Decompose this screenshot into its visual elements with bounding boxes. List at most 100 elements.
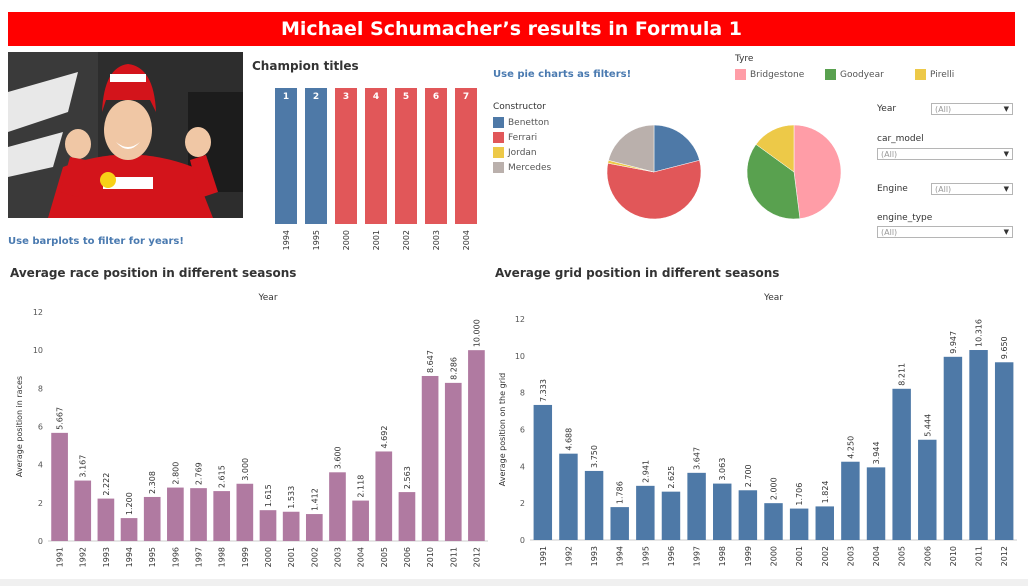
filter-engine-value: (All) bbox=[935, 184, 952, 194]
season-bar[interactable] bbox=[969, 350, 988, 540]
filter-engine-label: Engine bbox=[877, 184, 908, 194]
x-tick-label: 1997 bbox=[195, 547, 204, 567]
champion-bar[interactable] bbox=[425, 88, 447, 224]
legend-swatch bbox=[493, 147, 504, 158]
season-bar[interactable] bbox=[352, 500, 369, 541]
season-bar[interactable] bbox=[661, 491, 681, 540]
legend-item-jordan[interactable]: Jordan bbox=[493, 145, 551, 160]
season-bar[interactable] bbox=[559, 453, 578, 540]
season-bar[interactable] bbox=[687, 472, 706, 540]
season-bar[interactable] bbox=[738, 490, 758, 540]
legend-item-pirelli[interactable]: Pirelli bbox=[915, 67, 954, 82]
race-position-chart[interactable]: Year 0 2 4 6 8 10 12 Average position in races 5.… bbox=[0, 285, 495, 579]
season-bar[interactable] bbox=[329, 472, 346, 541]
season-bar[interactable] bbox=[584, 470, 604, 540]
champion-bar-label: 1 bbox=[283, 92, 289, 102]
bar-value-label: 3.167 bbox=[79, 455, 88, 478]
pie-slice-bridgestone[interactable] bbox=[793, 124, 842, 219]
legend-item-mercedes[interactable]: Mercedes bbox=[493, 160, 551, 175]
legend-swatch bbox=[493, 132, 504, 143]
bar-value-label: 2.563 bbox=[403, 466, 412, 489]
season-bar[interactable] bbox=[892, 388, 911, 540]
champion-bar-label: 3 bbox=[343, 92, 349, 102]
champion-bar[interactable] bbox=[275, 88, 297, 224]
legend-item-benetton[interactable]: Benetton bbox=[493, 115, 551, 130]
x-tick-label: 1997 bbox=[693, 546, 702, 566]
driver-photo bbox=[8, 52, 243, 218]
season-bar[interactable] bbox=[213, 491, 231, 541]
season-bar[interactable] bbox=[918, 439, 937, 540]
x-tick-label: 2003 bbox=[846, 546, 855, 566]
season-bar[interactable] bbox=[74, 480, 92, 541]
season-bar[interactable] bbox=[51, 432, 68, 541]
legend-label: Mercedes bbox=[508, 162, 552, 173]
season-bar[interactable] bbox=[610, 507, 629, 540]
champion-bar[interactable] bbox=[365, 88, 387, 224]
season-bar[interactable] bbox=[866, 467, 886, 540]
chevron-down-icon: ▼ bbox=[1003, 150, 1009, 158]
season-bar[interactable] bbox=[943, 356, 963, 540]
y-tick-label: 2 bbox=[520, 499, 525, 508]
champion-bar-label: 5 bbox=[403, 92, 409, 102]
x-tick-label: 2010 bbox=[426, 547, 435, 567]
filter-engine-type-dropdown[interactable]: (All) ▼ bbox=[877, 226, 1013, 238]
season-bar[interactable] bbox=[764, 503, 783, 540]
bar-value-label: 7.333 bbox=[539, 379, 548, 402]
legend-item-ferrari[interactable]: Ferrari bbox=[493, 130, 551, 145]
champion-titles-chart[interactable]: 1 1994 2 1995 3 2000 4 2001 5 2002 6 2003 7 2004 bbox=[268, 80, 483, 258]
filter-car-model-dropdown[interactable]: (All) ▼ bbox=[877, 148, 1013, 160]
y-tick-label: 6 bbox=[520, 426, 525, 435]
legend-item-goodyear[interactable]: Goodyear bbox=[825, 67, 884, 82]
y-axis-label: Average position on the grid bbox=[498, 373, 507, 486]
x-tick-label: 2005 bbox=[380, 547, 389, 567]
season-bar[interactable] bbox=[994, 362, 1014, 540]
season-bar[interactable] bbox=[841, 461, 860, 540]
pie-slice-mercedes[interactable] bbox=[608, 124, 655, 173]
y-tick-label: 0 bbox=[38, 537, 43, 546]
season-bar[interactable] bbox=[236, 483, 254, 541]
y-tick-label: 6 bbox=[38, 423, 43, 432]
constructor-pie-chart[interactable] bbox=[604, 122, 704, 222]
grid-position-chart[interactable]: Year 0 2 4 6 8 10 12 Average position on the gri… bbox=[495, 285, 1025, 579]
bar-value-label: 2.118 bbox=[357, 475, 366, 498]
legend-item-bridgestone[interactable]: Bridgestone bbox=[735, 67, 804, 82]
season-bar[interactable] bbox=[190, 488, 207, 541]
filter-engine-dropdown[interactable]: (All) ▼ bbox=[931, 183, 1013, 195]
season-bar[interactable] bbox=[636, 485, 655, 540]
pie-slice-goodyear[interactable] bbox=[746, 144, 801, 220]
season-bar[interactable] bbox=[305, 514, 323, 541]
pie-slice-pirelli[interactable] bbox=[755, 124, 795, 173]
season-bar[interactable] bbox=[259, 510, 277, 541]
season-bar[interactable] bbox=[398, 492, 416, 541]
champion-year-tick: 1994 bbox=[282, 230, 291, 250]
legend-label: Goodyear bbox=[840, 69, 884, 80]
tyre-pie-chart[interactable] bbox=[744, 122, 844, 222]
champion-bar[interactable] bbox=[305, 88, 327, 224]
pie-slice-ferrari[interactable] bbox=[606, 160, 702, 220]
dashboard-title: Michael Schumacher’s results in Formula … bbox=[8, 12, 1015, 46]
season-bar[interactable] bbox=[713, 483, 732, 540]
season-bar[interactable] bbox=[468, 350, 485, 541]
season-bar[interactable] bbox=[444, 382, 462, 541]
season-bar[interactable] bbox=[421, 375, 439, 541]
season-bar[interactable] bbox=[375, 451, 393, 541]
bar-value-label: 8.211 bbox=[898, 363, 907, 386]
season-bar[interactable] bbox=[533, 404, 553, 540]
season-bar[interactable] bbox=[143, 496, 161, 541]
season-bar[interactable] bbox=[97, 498, 115, 541]
champion-bar[interactable] bbox=[455, 88, 477, 224]
season-bar[interactable] bbox=[120, 518, 138, 541]
constructor-legend: Constructor Benetton Ferrari Jordan Mercede… bbox=[493, 102, 551, 175]
season-bar[interactable] bbox=[282, 511, 300, 541]
champion-bar[interactable] bbox=[395, 88, 417, 224]
legend-swatch bbox=[825, 69, 836, 80]
bar-value-label: 2.941 bbox=[641, 460, 650, 483]
x-tick-label: 2004 bbox=[357, 547, 366, 567]
bar-value-label: 5.444 bbox=[923, 414, 932, 437]
season-bar[interactable] bbox=[167, 487, 184, 541]
filter-year-dropdown[interactable]: (All) ▼ bbox=[931, 103, 1013, 115]
champion-bar[interactable] bbox=[335, 88, 357, 224]
pie-slice-benetton[interactable] bbox=[653, 124, 700, 173]
season-bar[interactable] bbox=[815, 506, 834, 540]
season-bar[interactable] bbox=[789, 508, 809, 540]
